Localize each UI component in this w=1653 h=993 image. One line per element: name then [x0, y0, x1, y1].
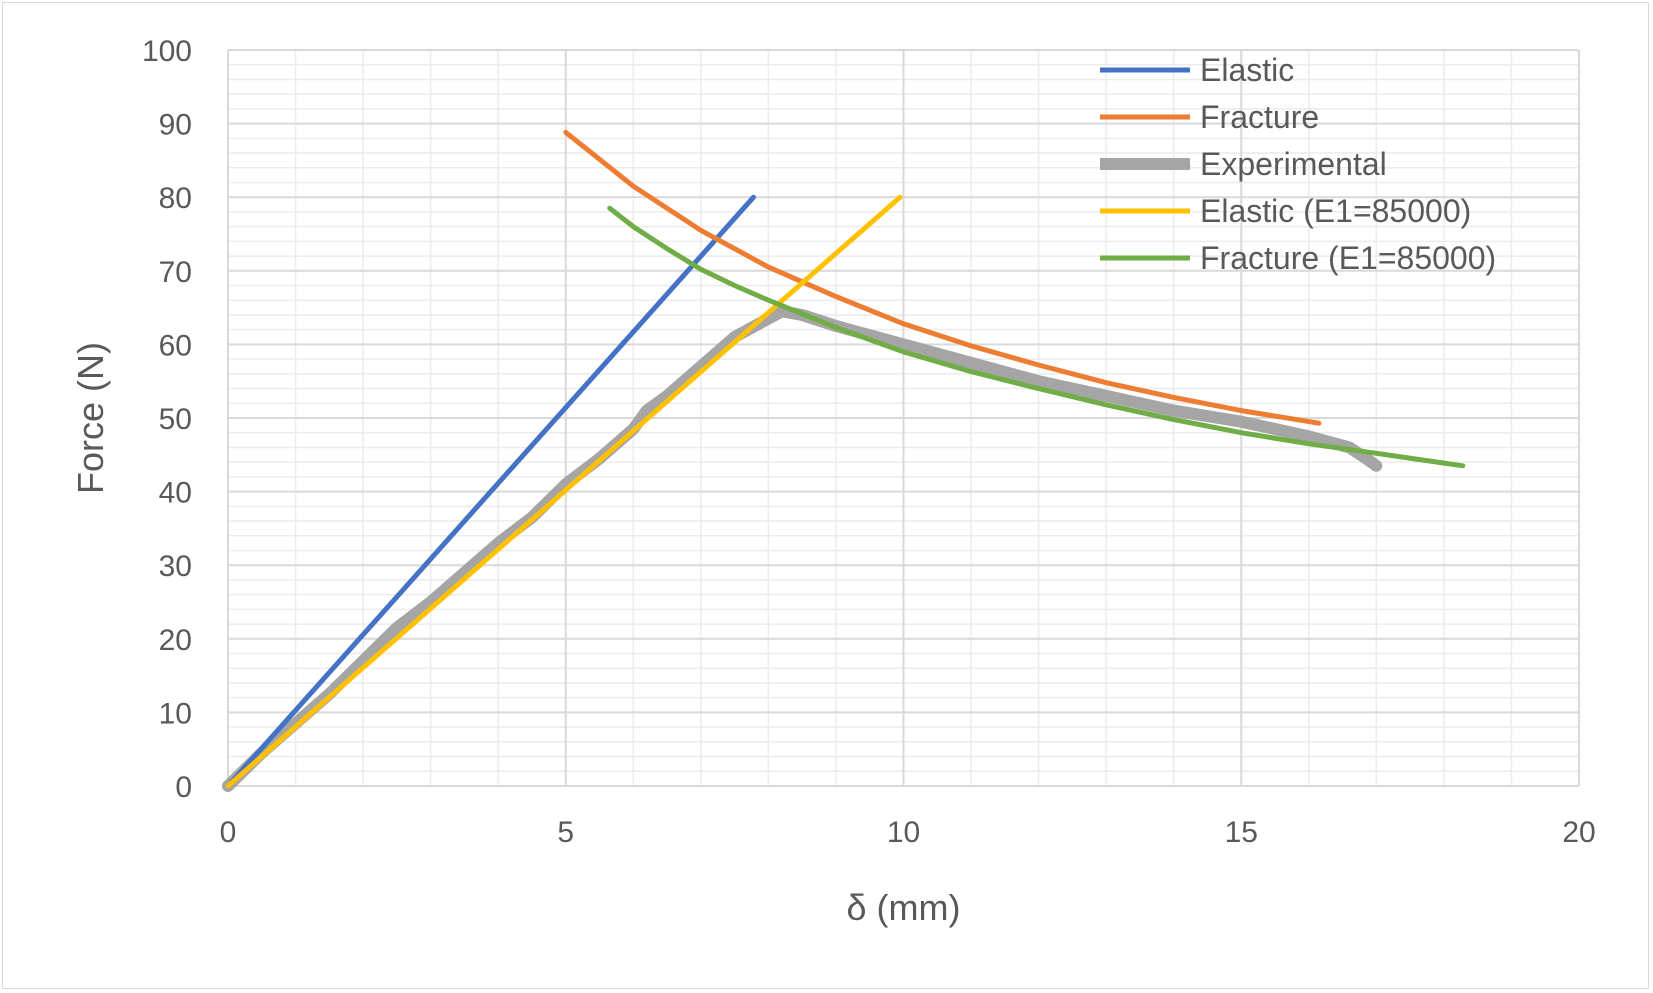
x-tick-label: 0: [220, 816, 237, 849]
major-gridlines: [227, 49, 1580, 787]
y-tick-label: 50: [159, 403, 192, 436]
y-tick-label: 20: [159, 624, 192, 657]
y-tick-label: 30: [159, 550, 192, 583]
y-tick-label: 80: [159, 182, 192, 215]
x-tick-label: 10: [887, 816, 920, 849]
y-axis-title: Force (N): [70, 342, 111, 494]
y-axis-tick-labels: 0 10 20 30 40 50 60 70 80 90 100: [142, 35, 192, 804]
series-line: [225, 194, 903, 789]
y-tick-label: 100: [142, 35, 192, 68]
legend-label: Experimental: [1200, 146, 1387, 182]
legend-label: Fracture: [1200, 99, 1319, 135]
y-tick-label: 90: [159, 109, 192, 142]
series-lines: [222, 129, 1466, 792]
series-line: [563, 129, 1322, 426]
y-tick-label: 40: [159, 477, 192, 510]
x-tick-label: 15: [1225, 816, 1258, 849]
x-axis-title: δ (mm): [847, 887, 961, 928]
legend: Elastic Fracture Experimental Elastic (E1=8…: [1100, 52, 1496, 276]
y-tick-label: 70: [159, 256, 192, 289]
legend-label: Elastic: [1200, 52, 1294, 88]
x-tick-label: 5: [557, 816, 574, 849]
series-line: [607, 205, 1466, 469]
y-tick-label: 10: [159, 697, 192, 730]
y-tick-label: 60: [159, 329, 192, 362]
series-line: [222, 305, 1383, 792]
legend-label: Fracture (E1=85000): [1200, 240, 1496, 276]
series-line: [225, 194, 756, 789]
x-tick-label: 20: [1562, 816, 1595, 849]
y-tick-label: 0: [175, 771, 192, 804]
x-axis-tick-labels: 0 5 10 15 20: [220, 816, 1596, 849]
legend-label: Elastic (E1=85000): [1200, 193, 1471, 229]
